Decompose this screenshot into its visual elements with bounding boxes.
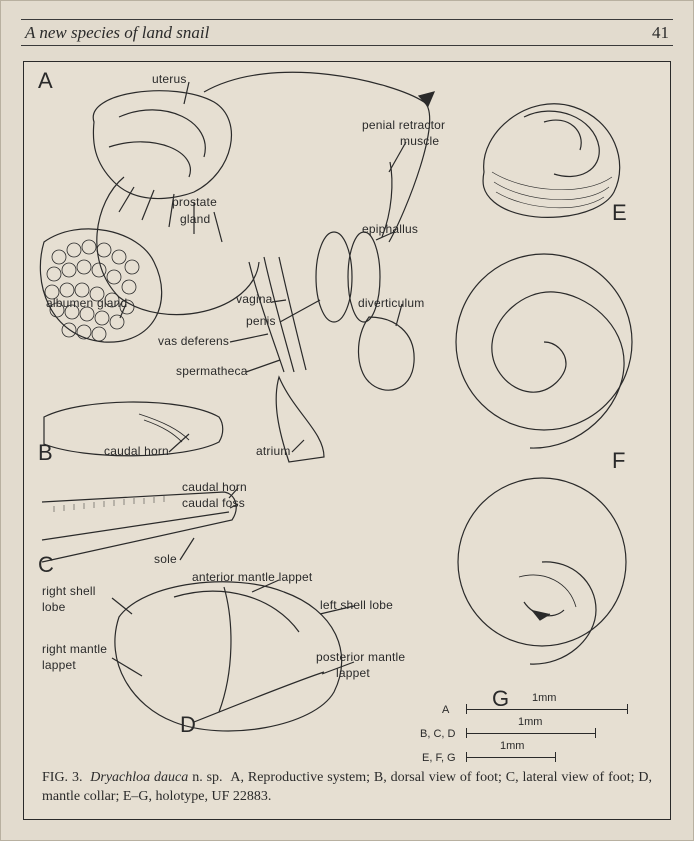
label-right-shell-1: right shell: [42, 584, 96, 598]
label-sole: sole: [154, 552, 177, 566]
scale-bar-bcd: [466, 726, 596, 740]
label-prostate-2: gland: [180, 212, 210, 226]
label-right-mantle-2: lappet: [42, 658, 76, 672]
label-penis: penis: [246, 314, 276, 328]
label-atrium: atrium: [256, 444, 291, 458]
label-spermatheca: spermatheca: [176, 364, 248, 378]
scale-label-bcd: B, C, D: [420, 728, 455, 740]
scale-label-a: A: [442, 704, 449, 716]
label-albumen: albumen gland: [46, 296, 127, 310]
page-number: 41: [652, 23, 669, 43]
caption-status: n. sp.: [192, 770, 222, 785]
running-head: A new species of land snail: [25, 23, 209, 43]
panel-letter-d: D: [180, 712, 196, 738]
caption-species: Dryachloa dauca: [90, 770, 188, 785]
label-penial-retractor: penial retractor: [362, 118, 445, 132]
label-caudal-horn-b: caudal horn: [104, 444, 169, 458]
scale-bar-a: [466, 702, 628, 716]
panel-letter-c: C: [38, 552, 54, 578]
scale-unit-a: 1mm: [532, 692, 556, 704]
label-vagina: vagina: [236, 292, 273, 306]
panel-letter-e: E: [612, 200, 627, 226]
header-rule: [21, 19, 673, 20]
figure-caption: FIG. 3. Dryachloa dauca n. sp. A, Reprod…: [42, 769, 652, 807]
panel-f-drawing: [456, 254, 632, 448]
scale-unit-bcd: 1mm: [518, 716, 542, 728]
label-left-shell-lobe: left shell lobe: [320, 598, 393, 612]
caption-fig-label: FIG. 3.: [42, 770, 82, 785]
label-prostate-1: prostate: [172, 195, 217, 209]
label-right-shell-2: lobe: [42, 600, 66, 614]
label-caudal-foss: caudal foss: [182, 496, 245, 510]
figure-plate: A B C D E F G uterus penial retractor mu…: [23, 61, 671, 820]
panel-letter-f: F: [612, 448, 625, 474]
panel-g-drawing: [458, 478, 626, 664]
label-posterior-mantle-2: lappet: [336, 666, 370, 680]
label-penial-muscle: muscle: [400, 134, 439, 148]
scale-unit-efg: 1mm: [500, 740, 524, 752]
header-rule: [21, 45, 673, 46]
label-anterior-mantle-lappet: anterior mantle lappet: [192, 570, 312, 584]
label-vas-deferens: vas deferens: [158, 334, 229, 348]
label-uterus: uterus: [152, 72, 187, 86]
label-diverticulum: diverticulum: [358, 296, 424, 310]
label-right-mantle-1: right mantle: [42, 642, 107, 656]
panel-letter-b: B: [38, 440, 53, 466]
page: A new species of land snail 41: [0, 0, 694, 841]
panel-letter-a: A: [38, 68, 53, 94]
panel-e-drawing: [483, 104, 620, 218]
label-caudal-horn-c: caudal horn: [182, 480, 247, 494]
scale-bar-efg: [466, 750, 556, 764]
label-epiphallus: epiphallus: [362, 222, 418, 236]
label-posterior-mantle-1: posterior mantle: [316, 650, 405, 664]
scale-label-efg: E, F, G: [422, 752, 456, 764]
